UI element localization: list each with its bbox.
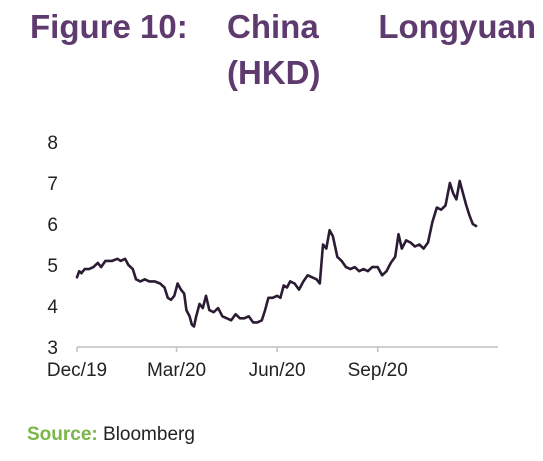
y-tick-label-7: 7 xyxy=(47,174,58,195)
x-tick-label-3: Sep/20 xyxy=(348,360,408,381)
x-axis: Dec/19 Mar/20 Jun/20 Sep/20 xyxy=(47,346,498,381)
title-word-china: China xyxy=(227,8,319,45)
title-row-1: Figure 10: China Longyuan xyxy=(30,4,536,50)
source-note: Source: Bloomberg xyxy=(27,424,195,446)
figure-title: Figure 10: China Longyuan (HKD) xyxy=(30,4,536,96)
x-tick-label-2: Jun/20 xyxy=(249,360,306,381)
series-line-0 xyxy=(75,179,478,328)
title-unit: (HKD) xyxy=(227,54,321,91)
source-text: Bloomberg xyxy=(103,424,195,445)
y-tick-label-8: 8 xyxy=(47,133,58,154)
title-row-2: (HKD) xyxy=(30,50,536,96)
x-tick-label-1: Mar/20 xyxy=(147,360,206,381)
y-tick-label-4: 4 xyxy=(47,297,58,318)
figure-label: Figure 10: xyxy=(30,8,188,45)
line-chart: 3 4 5 6 7 8 Dec/19 Mar/20 Jun/20 Sep/20 xyxy=(47,133,498,381)
title-word-longyuan: Longyuan xyxy=(378,8,536,45)
series-group xyxy=(75,179,478,328)
y-tick-label-3: 3 xyxy=(47,338,58,359)
y-tick-label-5: 5 xyxy=(47,256,58,277)
source-label: Source: xyxy=(27,424,98,445)
y-tick-label-6: 6 xyxy=(47,215,58,236)
y-axis: 3 4 5 6 7 8 xyxy=(47,133,58,359)
x-tick-label-0: Dec/19 xyxy=(47,360,107,381)
